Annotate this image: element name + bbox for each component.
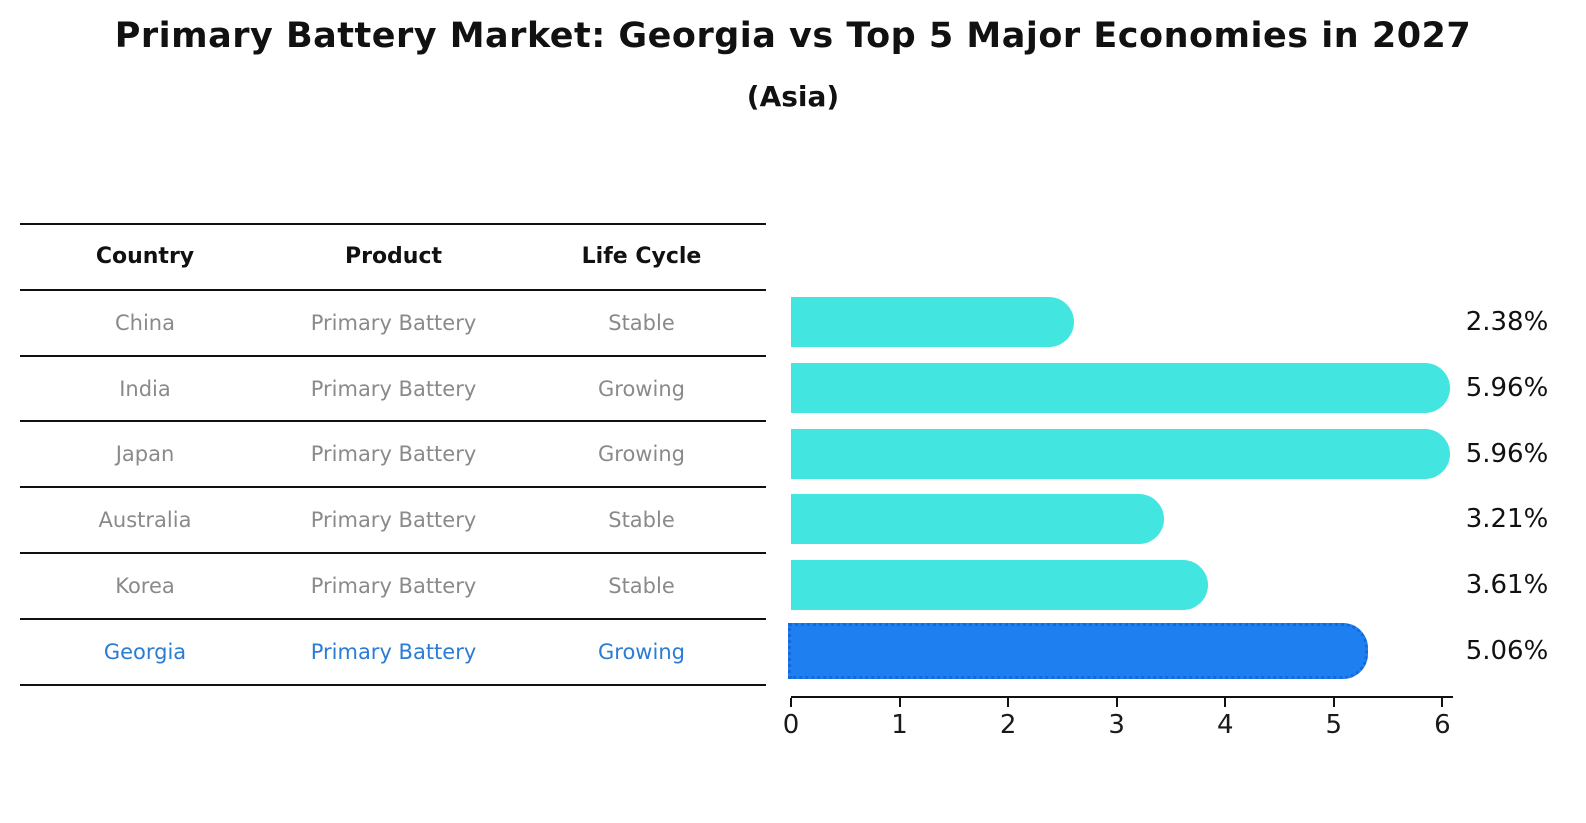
country-cell: Australia <box>98 508 192 533</box>
bar-row-japan <box>791 421 1450 487</box>
bar-row-china <box>791 289 1450 355</box>
x-axis-tick-label: 3 <box>1108 710 1125 740</box>
table-row-georgia: Georgia Primary Battery Growing <box>20 620 766 686</box>
value-label-india: 5.96% <box>1465 372 1549 403</box>
bar-plot-area: 0 1 2 3 4 5 6 <box>783 289 1453 749</box>
product-cell: Primary Battery <box>310 376 477 401</box>
x-axis-tick-label: 4 <box>1216 710 1234 740</box>
country-cell: Georgia <box>103 639 187 664</box>
country-cell: Korea <box>115 574 175 599</box>
bar-australia <box>791 494 1165 545</box>
bar-row-india <box>791 355 1450 421</box>
product-cell: Primary Battery <box>310 639 477 664</box>
bar-georgia <box>788 623 1369 680</box>
bar-india <box>791 362 1450 413</box>
country-table: Country Product Life Cycle China Primary… <box>20 223 766 686</box>
table-row-korea: Korea Primary Battery Stable <box>20 554 766 620</box>
table-row-china: China Primary Battery Stable <box>20 291 766 357</box>
product-cell: Primary Battery <box>310 442 477 467</box>
lifecycle-cell: Growing <box>598 639 685 664</box>
country-cell: India <box>119 376 171 401</box>
x-axis-line <box>791 696 1453 698</box>
chart-subtitle: (Asia) <box>746 80 840 113</box>
product-cell: Primary Battery <box>310 310 477 335</box>
column-header-country: Country <box>95 244 195 270</box>
x-axis-tick <box>1007 698 1010 707</box>
product-cell: Primary Battery <box>310 574 477 599</box>
x-axis-tick-label: 0 <box>782 710 800 740</box>
table-row-australia: Australia Primary Battery Stable <box>20 488 766 555</box>
column-header-product: Product <box>344 244 443 270</box>
lifecycle-cell: Stable <box>608 574 675 599</box>
x-axis-tick <box>898 698 901 707</box>
bar-row-australia <box>791 487 1450 553</box>
country-cell: China <box>115 310 175 335</box>
x-axis-tick-label: 6 <box>1434 710 1451 740</box>
x-axis-tick <box>1332 698 1335 707</box>
country-cell: Japan <box>115 442 175 467</box>
x-axis-tick-label: 2 <box>999 710 1017 740</box>
value-label-china: 2.38% <box>1465 306 1549 337</box>
table-row-india: India Primary Battery Growing <box>20 357 766 423</box>
bar-row-korea <box>791 552 1450 618</box>
value-label-australia: 3.21% <box>1465 504 1549 535</box>
x-axis-tick-label: 1 <box>891 710 908 740</box>
bar-japan <box>791 428 1450 479</box>
value-labels-column: 2.38% 5.96% 5.96% 3.21% 3.61% 5.06% <box>1452 289 1562 684</box>
lifecycle-cell: Stable <box>608 310 675 335</box>
x-axis-tick-label: 5 <box>1325 710 1343 740</box>
lifecycle-cell: Growing <box>598 376 685 401</box>
lifecycle-cell: Growing <box>598 442 685 467</box>
value-label-japan: 5.96% <box>1465 438 1549 469</box>
product-cell: Primary Battery <box>310 508 477 533</box>
lifecycle-cell: Stable <box>608 508 675 533</box>
table-row-japan: Japan Primary Battery Growing <box>20 422 766 489</box>
x-axis-tick <box>1441 698 1444 707</box>
column-header-lifecycle: Life Cycle <box>581 244 702 270</box>
value-label-georgia: 5.06% <box>1465 636 1549 667</box>
bar-row-georgia <box>788 618 1450 684</box>
value-label-korea: 3.61% <box>1465 570 1549 601</box>
chart-title: Primary Battery Market: Georgia vs Top 5… <box>114 16 1472 56</box>
table-header-row: Country Product Life Cycle <box>20 225 766 291</box>
x-axis-tick <box>1224 698 1227 707</box>
bar-korea <box>791 560 1208 611</box>
x-axis-tick <box>1115 698 1118 707</box>
x-axis-tick <box>790 698 792 707</box>
bar-china <box>791 296 1075 347</box>
